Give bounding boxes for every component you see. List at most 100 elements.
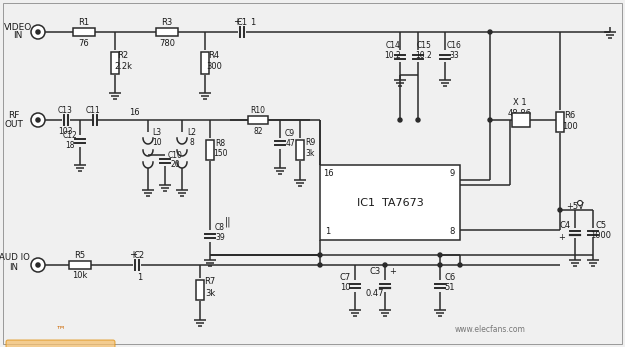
Bar <box>206 140 214 160</box>
Bar <box>111 52 119 74</box>
Text: 1: 1 <box>138 273 142 282</box>
Text: +: + <box>129 250 137 260</box>
Circle shape <box>318 253 322 257</box>
Text: C2: C2 <box>134 251 144 260</box>
Circle shape <box>36 118 40 122</box>
Text: R8: R8 <box>215 138 225 147</box>
Text: C12: C12 <box>62 130 78 139</box>
Text: 10k: 10k <box>72 271 88 279</box>
Text: C9: C9 <box>285 128 295 137</box>
Circle shape <box>36 263 40 267</box>
Bar <box>69 261 91 269</box>
Text: 39: 39 <box>215 232 225 242</box>
Bar <box>156 28 178 36</box>
Text: 1: 1 <box>251 17 256 26</box>
Circle shape <box>558 208 562 212</box>
Text: 20: 20 <box>170 160 180 169</box>
Text: 16: 16 <box>129 108 139 117</box>
Text: R4: R4 <box>209 51 219 59</box>
Text: 10.2: 10.2 <box>384 51 401 59</box>
Text: 150: 150 <box>213 149 228 158</box>
Bar <box>201 52 209 74</box>
Bar <box>296 140 304 160</box>
Circle shape <box>416 118 420 122</box>
Text: 8: 8 <box>189 137 194 146</box>
Text: 300: 300 <box>206 61 222 70</box>
Text: +5V: +5V <box>566 202 584 211</box>
Text: 2.2k: 2.2k <box>114 61 132 70</box>
Circle shape <box>36 30 40 34</box>
Text: 10: 10 <box>152 137 162 146</box>
Text: IN: IN <box>9 263 19 272</box>
Text: C16: C16 <box>446 41 461 50</box>
Text: R9: R9 <box>305 137 315 146</box>
Text: R10: R10 <box>251 105 266 115</box>
Circle shape <box>398 118 402 122</box>
Circle shape <box>31 258 45 272</box>
Text: 16: 16 <box>322 169 333 178</box>
Circle shape <box>488 118 492 122</box>
Text: +: + <box>389 268 396 277</box>
Text: 8: 8 <box>449 228 455 237</box>
Text: 18: 18 <box>65 141 75 150</box>
Text: www.elecfans.com: www.elecfans.com <box>454 325 526 335</box>
Text: 48.86: 48.86 <box>508 109 532 118</box>
Text: 1000: 1000 <box>591 230 611 239</box>
FancyBboxPatch shape <box>6 340 115 347</box>
Text: +: + <box>559 234 566 243</box>
Text: C15: C15 <box>416 41 431 50</box>
Text: R1: R1 <box>79 17 89 26</box>
Text: RF: RF <box>8 110 20 119</box>
Circle shape <box>318 263 322 267</box>
Text: 10.2: 10.2 <box>416 51 432 59</box>
Text: C3: C3 <box>369 268 381 277</box>
Text: IC1  TA7673: IC1 TA7673 <box>357 197 423 208</box>
Bar <box>556 112 564 132</box>
Text: ||: || <box>225 217 231 227</box>
Text: 3k: 3k <box>205 288 215 297</box>
Text: AUD IO: AUD IO <box>0 254 29 262</box>
Text: C1: C1 <box>236 17 248 26</box>
Circle shape <box>31 113 45 127</box>
Text: X 1: X 1 <box>513 98 527 107</box>
Text: L2: L2 <box>188 127 196 136</box>
Text: 3k: 3k <box>306 149 315 158</box>
Text: C10: C10 <box>168 151 182 160</box>
Text: R7: R7 <box>204 278 216 287</box>
Text: C7: C7 <box>339 273 351 282</box>
Text: +: + <box>233 17 241 27</box>
Circle shape <box>438 253 442 257</box>
Text: 33: 33 <box>449 51 459 59</box>
Text: C14: C14 <box>386 41 401 50</box>
Text: R3: R3 <box>161 17 172 26</box>
Text: IN: IN <box>13 31 22 40</box>
Bar <box>196 280 204 300</box>
Text: ™: ™ <box>55 324 65 334</box>
Text: 10: 10 <box>340 283 350 293</box>
Text: C11: C11 <box>86 105 101 115</box>
Text: C5: C5 <box>596 220 606 229</box>
Text: C8: C8 <box>215 223 225 232</box>
Text: 100: 100 <box>562 121 578 130</box>
Text: C6: C6 <box>444 273 456 282</box>
Text: L3: L3 <box>152 127 161 136</box>
Text: OUT: OUT <box>4 119 24 128</box>
Bar <box>320 165 460 240</box>
Text: 47: 47 <box>285 138 295 147</box>
Text: C13: C13 <box>58 105 72 115</box>
Text: 76: 76 <box>79 39 89 48</box>
Text: R5: R5 <box>74 252 86 261</box>
Text: C4: C4 <box>559 220 571 229</box>
Text: 780: 780 <box>159 39 175 48</box>
Circle shape <box>578 201 582 205</box>
Text: R6: R6 <box>564 110 576 119</box>
Text: 51: 51 <box>445 283 455 293</box>
Text: 0.47: 0.47 <box>366 288 384 297</box>
Text: 82: 82 <box>253 127 262 135</box>
Text: VIDEO: VIDEO <box>4 23 32 32</box>
Circle shape <box>458 263 462 267</box>
Circle shape <box>438 263 442 267</box>
Text: 1: 1 <box>326 228 331 237</box>
Circle shape <box>383 263 387 267</box>
Bar <box>512 113 530 127</box>
